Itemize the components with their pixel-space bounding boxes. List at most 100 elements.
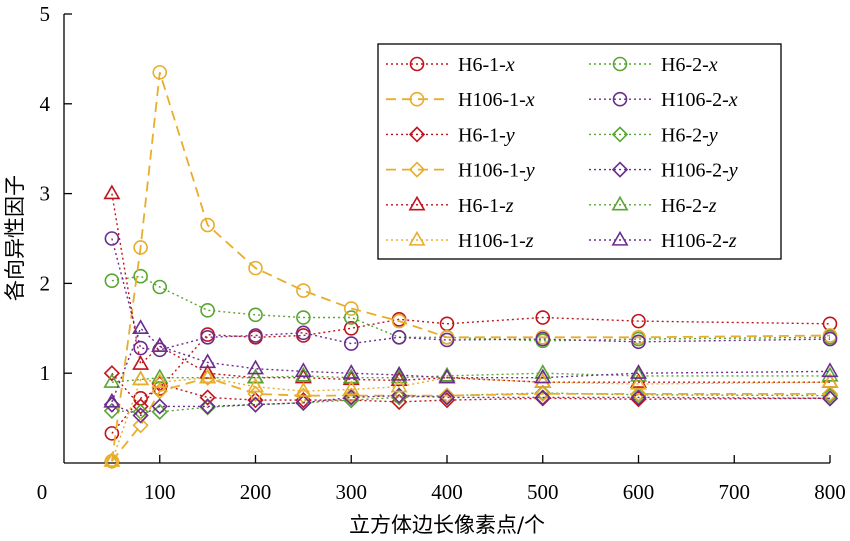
circle-marker xyxy=(631,334,646,350)
series-H6-2-y xyxy=(103,384,839,420)
legend-label-base: H106-2- xyxy=(661,230,729,252)
diamond-marker xyxy=(821,385,839,402)
circle-marker xyxy=(439,332,455,348)
triangle-marker xyxy=(132,319,150,334)
triangle-marker xyxy=(199,353,217,369)
circle-marker xyxy=(822,328,838,343)
triangle-marker xyxy=(438,368,456,384)
legend-label-base: H6-1- xyxy=(458,124,506,146)
diamond-marker xyxy=(199,389,216,406)
y-tick-label: 4 xyxy=(40,92,51,116)
series-layer xyxy=(103,65,839,470)
legend-label: H106-1-x xyxy=(458,89,535,111)
triangle-marker xyxy=(132,370,150,386)
triangle-marker xyxy=(132,370,150,386)
legend-label: H6-1-z xyxy=(458,195,514,217)
triangle-marker xyxy=(151,337,169,352)
legend-label-axis: z xyxy=(708,195,717,217)
circle-marker xyxy=(133,268,148,284)
triangle-marker xyxy=(103,373,121,388)
triangle-marker xyxy=(342,364,360,379)
series-line xyxy=(111,372,830,383)
circle-marker xyxy=(391,329,407,345)
legend-item: H6-1-y xyxy=(386,124,515,146)
circle-marker xyxy=(343,310,359,325)
legend-label: H6-1-x xyxy=(458,54,515,76)
circle-marker xyxy=(104,426,120,441)
series-H106-1-z xyxy=(103,368,839,467)
legend-label-axis: z xyxy=(525,230,534,252)
y-tick-label: 1 xyxy=(40,361,51,385)
circle-marker xyxy=(409,91,425,107)
triangle-marker xyxy=(199,368,217,384)
diamond-marker xyxy=(408,126,426,143)
diamond-marker xyxy=(103,365,121,382)
legend-label-axis: z xyxy=(728,230,737,252)
x-tick-group: 0 100 200 300 400 500 600 700 800 xyxy=(37,455,846,504)
triangle-marker xyxy=(629,366,648,382)
diamond-marker xyxy=(630,385,647,402)
x-tick-label: 700 xyxy=(719,480,751,504)
diamond-marker xyxy=(611,161,629,178)
legend-label-base: H6-2- xyxy=(661,195,709,217)
triangle-marker xyxy=(408,195,426,211)
x-tick-label: 0 xyxy=(37,480,48,504)
diamond-marker xyxy=(534,385,551,402)
diamond-marker xyxy=(630,389,647,406)
series-line xyxy=(111,275,831,342)
triangle-marker xyxy=(103,184,121,200)
circle-marker xyxy=(391,313,407,329)
legend-item: H106-1-y xyxy=(386,160,535,182)
legend-item: H6-2-z xyxy=(589,195,717,217)
diamond-marker xyxy=(438,389,456,406)
diamond-marker xyxy=(103,453,121,470)
circle-marker xyxy=(343,320,359,336)
legend-item: H106-1-x xyxy=(386,89,535,111)
legend-item: H106-2-z xyxy=(589,230,737,252)
triangle-marker xyxy=(294,366,312,382)
legend-item: H106-1-z xyxy=(386,230,534,252)
circle-marker xyxy=(200,303,215,318)
legend-label-axis: y xyxy=(727,160,738,182)
legend-label: H106-2-z xyxy=(661,230,737,252)
circle-marker xyxy=(631,329,646,345)
legend-label-base: H106-1- xyxy=(458,160,526,182)
series-line xyxy=(111,376,830,462)
legend-item: H106-2-y xyxy=(589,160,738,182)
legend-label: H106-1-z xyxy=(458,230,534,252)
circle-marker xyxy=(535,310,551,325)
circle-marker xyxy=(133,340,148,356)
series-line xyxy=(111,372,831,408)
legend-item: H6-1-z xyxy=(386,195,514,217)
legend-item: H6-2-x xyxy=(589,54,718,76)
diamond-marker xyxy=(534,389,551,406)
legend-box xyxy=(377,43,782,260)
triangle-marker xyxy=(342,380,360,396)
diamond-marker xyxy=(151,398,168,415)
triangle-marker xyxy=(611,230,629,246)
legend-label: H6-2-z xyxy=(661,195,717,217)
x-tick-label: 800 xyxy=(814,480,846,504)
diamond-marker xyxy=(132,417,149,434)
circle-marker xyxy=(248,328,263,343)
triangle-marker xyxy=(821,362,839,378)
series-H6-2-x xyxy=(104,268,838,349)
triangle-marker xyxy=(246,359,265,375)
legend-label: H106-1-y xyxy=(458,160,535,182)
triangle-marker xyxy=(246,377,265,393)
circle-marker xyxy=(248,307,263,323)
diamond-marker xyxy=(247,392,264,409)
legend-label: H6-2-x xyxy=(661,54,718,76)
triangle-marker xyxy=(151,373,169,388)
circle-marker xyxy=(343,336,359,351)
y-tick-label: 5 xyxy=(40,2,51,26)
series-line xyxy=(111,392,831,413)
x-tick-label: 300 xyxy=(336,480,368,504)
legend-label-base: H106-2- xyxy=(661,89,729,111)
diamond-marker xyxy=(821,390,839,407)
legend-label-axis: x xyxy=(505,54,515,76)
series-line xyxy=(111,193,830,383)
triangle-marker xyxy=(390,365,408,381)
legend-label-base: H6-1- xyxy=(458,54,506,76)
